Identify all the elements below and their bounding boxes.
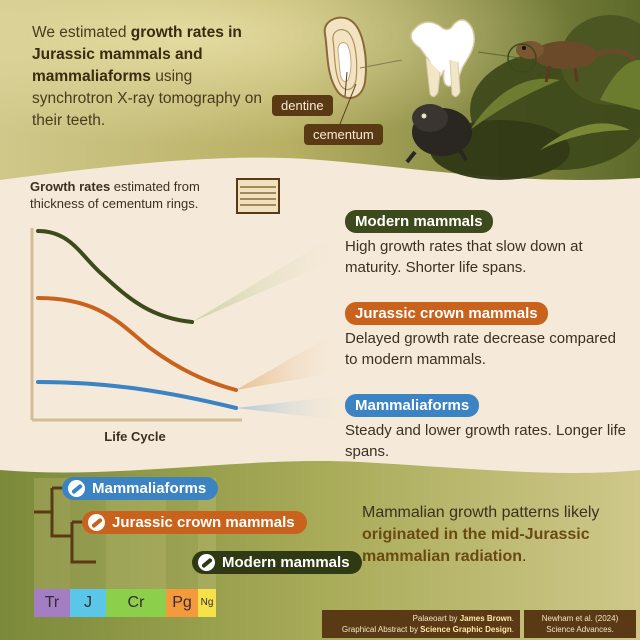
desc-mammaliaforms: Steady and lower growth rates. Longer li… (345, 422, 626, 460)
legend-jurassic-crown-mammals: Jurassic crown mammals (345, 302, 548, 325)
mammaliaform-fan (236, 396, 340, 420)
mammal-illustration-1 (516, 41, 637, 83)
modern-mammals-curve (36, 229, 194, 324)
desc-jurassic-crown-mammals: Delayed growth rate decrease compared to… (345, 330, 616, 368)
modern-mammal-icon (198, 554, 215, 571)
growth-chart-title: Growth rates estimated from thickness of… (30, 179, 200, 211)
mammaliaforms-curve (36, 380, 238, 410)
credits-artwork: Palaeoart by James Brown. Graphical Abst… (322, 610, 520, 638)
x-axis-label: Life Cycle (104, 429, 165, 444)
period-jurassic: J (70, 589, 106, 617)
tooth-cross-section (323, 16, 367, 125)
cementum-label: cementum (304, 124, 383, 145)
foliage (430, 15, 640, 180)
intro-text: We estimated growth rates in Jurassic ma… (32, 24, 263, 129)
tree-mammaliaforms-label: Mammaliaforms (92, 480, 207, 497)
tree-modern-mammals: Modern mammals (192, 551, 362, 574)
jurassic-fan (236, 330, 340, 390)
growth-rate-chart: Life Cycle (30, 228, 340, 444)
dentine-label: dentine (272, 95, 333, 116)
mammal-illustration-2 (405, 104, 472, 164)
credits-citation: Newham et al. (2024) Science Advances. (524, 610, 636, 638)
tree-jurassic-crown-mammals: Jurassic crown mammals (82, 511, 307, 534)
cementum-rings-icon (236, 178, 280, 214)
tree-modern-label: Modern mammals (222, 554, 350, 571)
conclusion-text: Mammalian growth patterns likely origina… (362, 504, 600, 565)
mammaliaform-icon (68, 480, 85, 497)
jurassic-mammal-icon (88, 514, 105, 531)
jurassic-crown-mammals-curve (36, 296, 238, 392)
top-band (0, 0, 640, 181)
period-paleogene: Pg (166, 589, 198, 617)
legend-modern-mammals: Modern mammals (345, 210, 493, 233)
period-cretaceous: Cr (106, 589, 166, 617)
tree-jurassic-label: Jurassic crown mammals (112, 514, 295, 531)
tree-mammaliaforms: Mammaliaforms (62, 477, 219, 500)
modern-fan (192, 232, 340, 322)
phylogeny-tree (34, 486, 96, 564)
desc-modern-mammals: High growth rates that slow down at matu… (345, 238, 583, 276)
legend-mammaliaforms: Mammaliaforms (345, 394, 480, 417)
period-triassic: Tr (34, 589, 70, 617)
period-neogene: Ng (198, 589, 216, 617)
tooth-illustration (359, 19, 537, 98)
